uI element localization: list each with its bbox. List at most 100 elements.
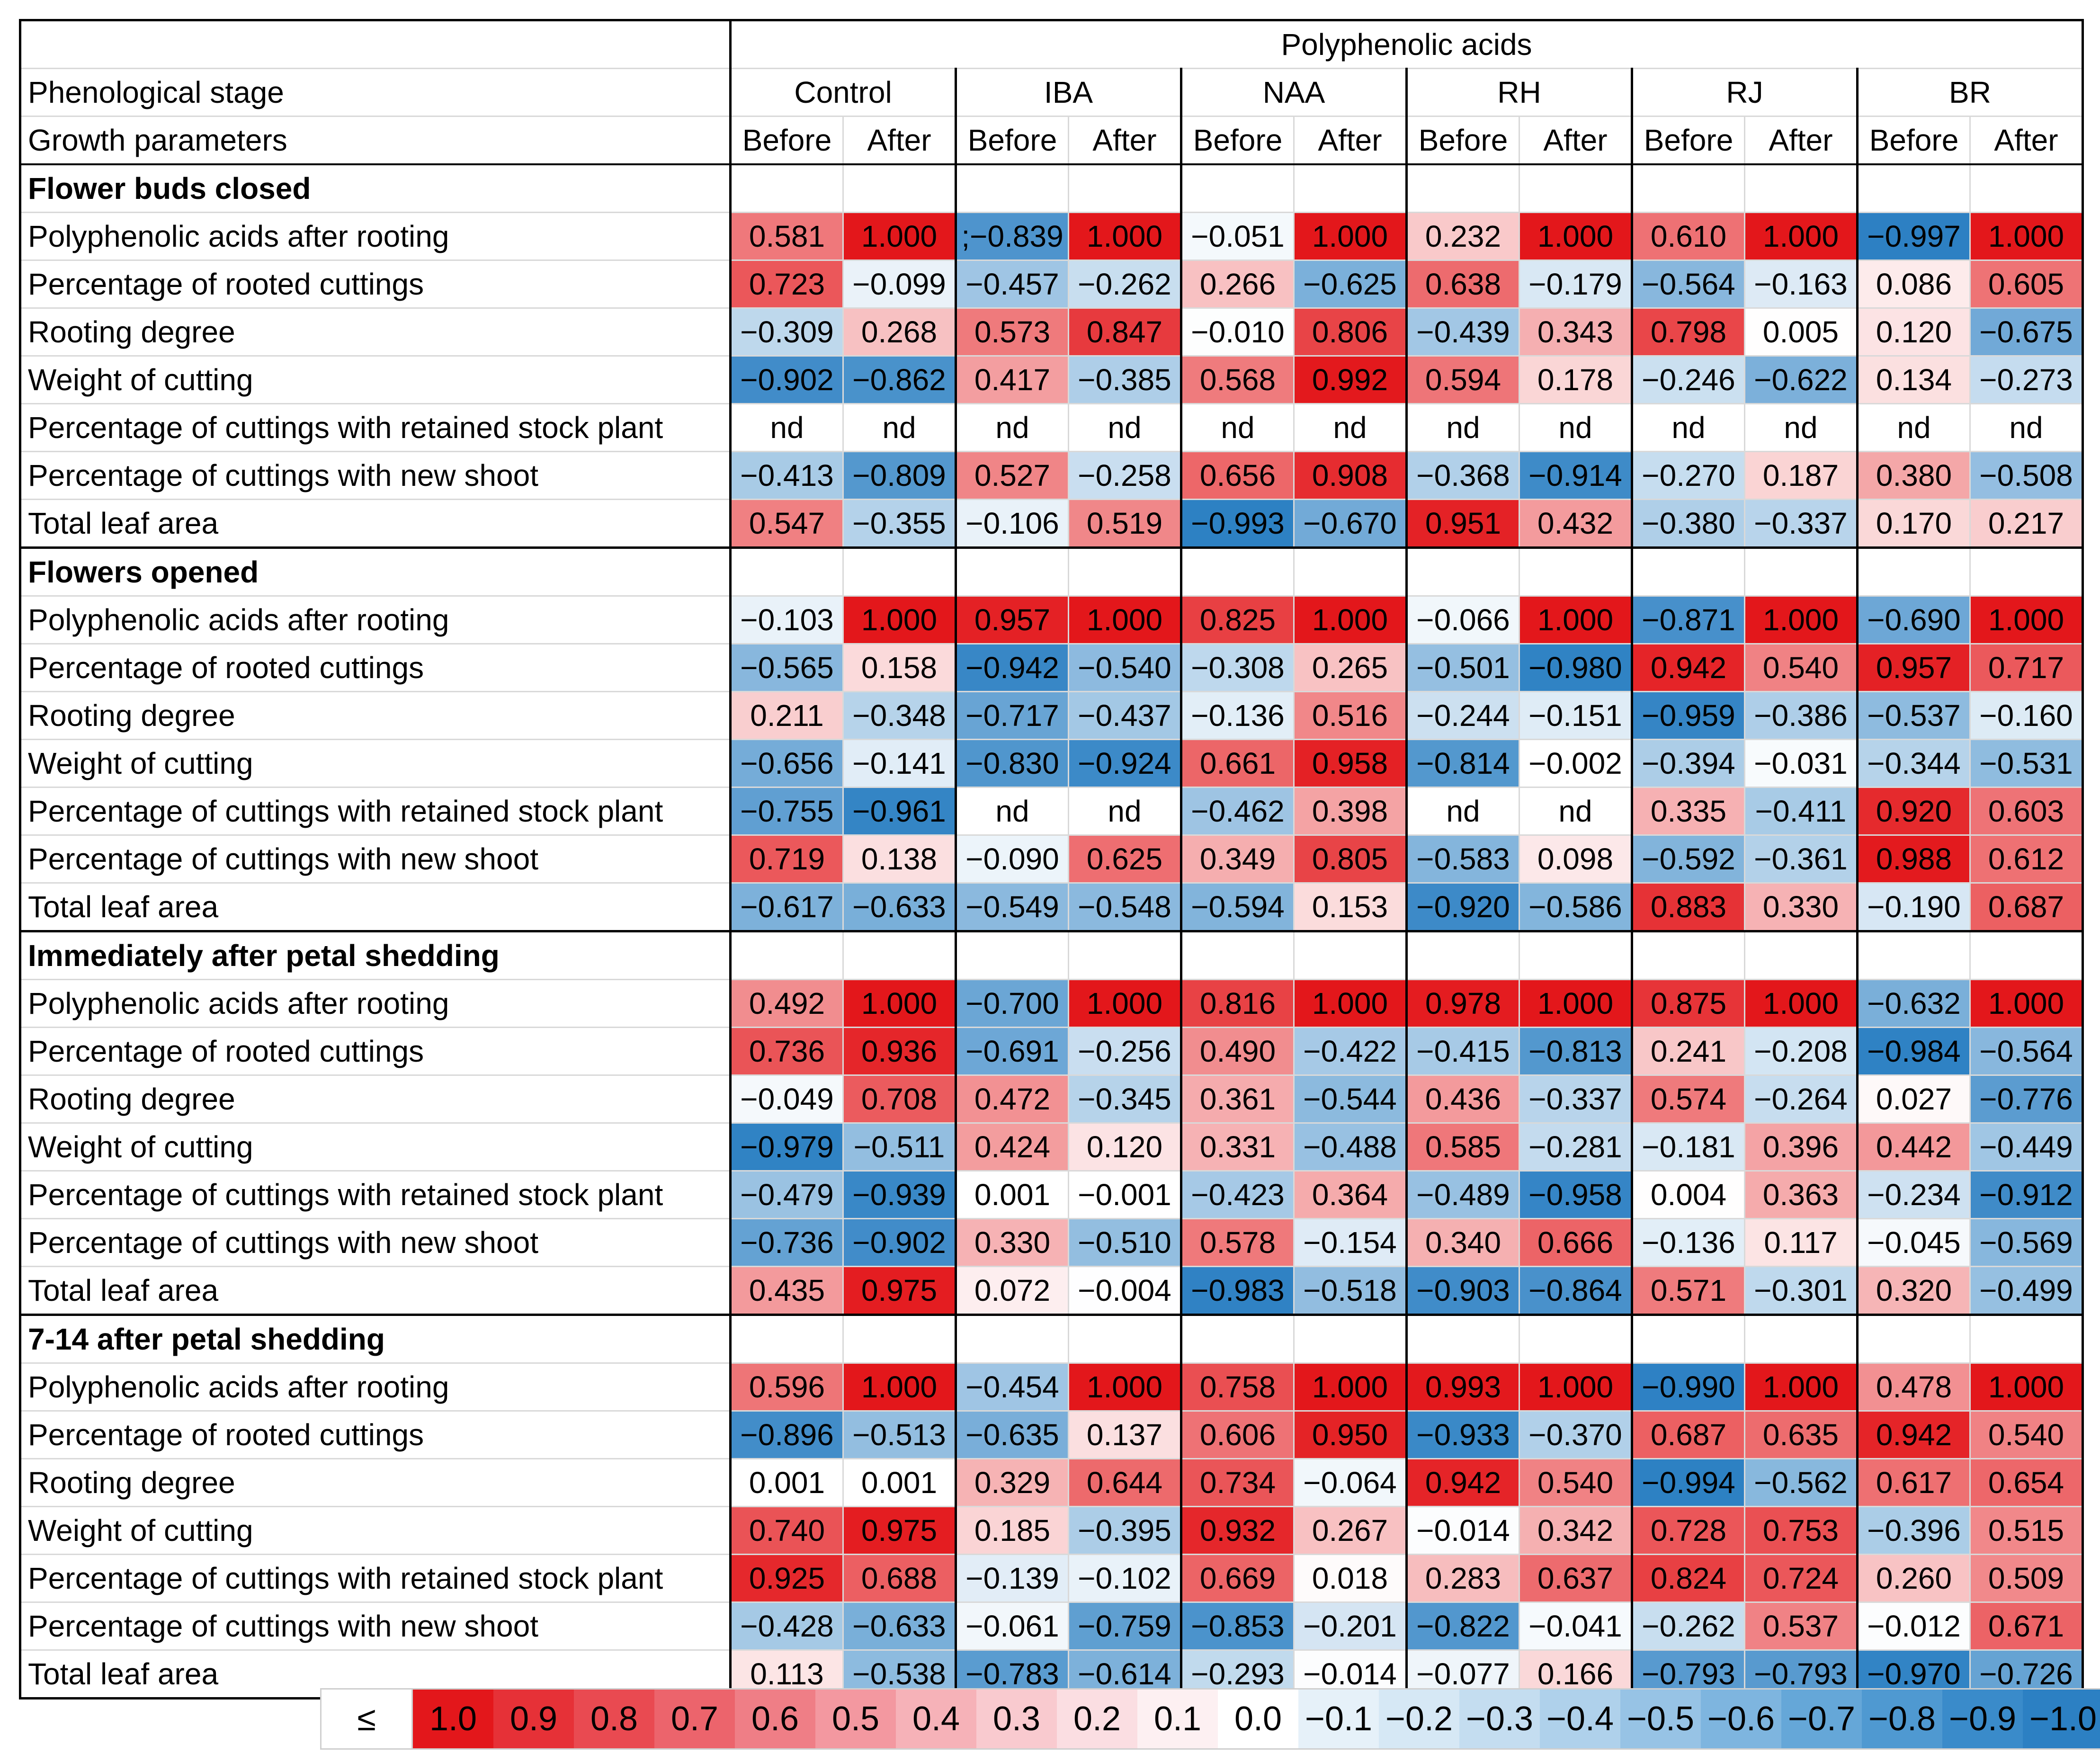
heatmap-cell: −0.337	[1744, 499, 1858, 548]
stage-spacer-cell	[842, 163, 956, 213]
stage-spacer-cell	[1180, 163, 1295, 213]
heatmap-cell: −0.914	[1519, 451, 1633, 500]
heatmap-cell: −0.437	[1068, 691, 1182, 740]
stage-spacer-cell	[1744, 1314, 1858, 1364]
heatmap-cell: −0.548	[1068, 882, 1182, 932]
heatmap-cell: 0.185	[955, 1506, 1069, 1555]
heatmap-cell: −0.565	[729, 643, 844, 692]
heatmap-cell: 0.875	[1631, 979, 1745, 1028]
heatmap-cell: 0.232	[1405, 212, 1520, 261]
heatmap-cell: 1.000	[1744, 979, 1858, 1028]
heatmap-cell: −0.700	[955, 979, 1069, 1028]
heatmap-cell: 0.740	[729, 1506, 844, 1555]
stage-spacer-cell	[1969, 1314, 2083, 1364]
heatmap-cell: 1.000	[1744, 212, 1858, 261]
heatmap-cell: −0.262	[1068, 259, 1182, 309]
heatmap-cell: −0.179	[1519, 259, 1633, 309]
heatmap-cell: −0.208	[1744, 1027, 1858, 1076]
heatmap-cell: 0.908	[1293, 451, 1407, 500]
heatmap-cell: 0.708	[842, 1074, 956, 1124]
heatmap-cell: −0.822	[1405, 1601, 1520, 1651]
heatmap-cell: 0.098	[1519, 834, 1633, 884]
heatmap-cell: −0.633	[842, 882, 956, 932]
parameter-label: Rooting degree	[19, 1458, 731, 1507]
data-row: Percentage of rooted cuttings −0.896 −0.51…	[19, 1410, 2083, 1459]
parameter-label: Polyphenolic acids after rooting	[19, 595, 731, 644]
heatmap-cell: −0.814	[1405, 739, 1520, 788]
heatmap-cell: −0.004	[1068, 1266, 1182, 1315]
corner-blank	[19, 19, 731, 69]
data-row: Percentage of cuttings with new shoot −0.…	[19, 1601, 2083, 1651]
heatmap-cell: 0.217	[1969, 499, 2083, 548]
heatmap-cell: 1.000	[1969, 212, 2083, 261]
heatmap-cell: −0.499	[1969, 1266, 2083, 1315]
heatmap-cell: nd	[955, 403, 1069, 452]
heatmap-cell: −0.395	[1068, 1506, 1182, 1555]
heatmap-cell: −0.449	[1969, 1122, 2083, 1172]
heatmap-cell: 0.957	[955, 595, 1069, 644]
parameter-label: Percentage of rooted cuttings	[19, 1027, 731, 1076]
heatmap-cell: −0.361	[1744, 834, 1858, 884]
heatmap-cell: 0.635	[1744, 1410, 1858, 1459]
parameter-label: Rooting degree	[19, 307, 731, 357]
heatmap-cell: 0.001	[729, 1458, 844, 1507]
heatmap-cell: −0.776	[1969, 1074, 2083, 1124]
heatmap-cell: 0.329	[955, 1458, 1069, 1507]
heatmap-cell: −0.488	[1293, 1122, 1407, 1172]
color-scale-legend: ≤ 1.0 0.9 0.8 0.7 0.6 0.5 0.4 0.3 0.2 0.1 0.0 −0.1−…	[320, 1688, 2100, 1750]
heatmap-cell: 0.816	[1180, 979, 1295, 1028]
stage-row: Immediately after petal shedding	[19, 930, 2083, 980]
heatmap-cell: −0.103	[729, 595, 844, 644]
data-row: Percentage of cuttings with new shoot 0.7…	[19, 834, 2083, 884]
stage-spacer-cell	[1631, 163, 1745, 213]
group-header: NAA	[1180, 68, 1407, 117]
heatmap-cell: 0.758	[1180, 1362, 1295, 1412]
heatmap-cell: −0.933	[1405, 1410, 1520, 1459]
group-header: RJ	[1631, 68, 1858, 117]
heatmap-cell: 0.571	[1631, 1266, 1745, 1315]
heatmap-cell: −0.190	[1856, 882, 1971, 932]
heatmap-cell: 0.001	[842, 1458, 956, 1507]
stage-row: Flower buds closed	[19, 163, 2083, 213]
heatmap-cell: −0.355	[842, 499, 956, 548]
heatmap-cell: −0.994	[1631, 1458, 1745, 1507]
group-header: IBA	[955, 68, 1182, 117]
heatmap-cell: −0.540	[1068, 643, 1182, 692]
legend-swatch: 0.0	[1218, 1690, 1298, 1748]
heatmap-cell: 0.340	[1405, 1218, 1520, 1267]
stage-spacer-cell	[1631, 546, 1745, 597]
heatmap-cell: nd	[1405, 403, 1520, 452]
data-row: Percentage of cuttings with retained sto…	[19, 787, 2083, 836]
stage-spacer-cell	[1969, 163, 2083, 213]
parameter-label: Weight of cutting	[19, 739, 731, 788]
heatmap-cell: 0.364	[1293, 1170, 1407, 1219]
heatmap-cell: 1.000	[1519, 1362, 1633, 1412]
heatmap-cell: 0.925	[729, 1554, 844, 1603]
heatmap-cell: −0.301	[1744, 1266, 1858, 1315]
legend-swatch: −0.4	[1540, 1690, 1620, 1748]
data-row: Total leaf area −0.617 −0.633 −0.549 −0.548−…	[19, 882, 2083, 932]
stage-spacer-cell	[1068, 546, 1182, 597]
heatmap-cell: −0.246	[1631, 355, 1745, 404]
heatmap-cell: 0.540	[1744, 643, 1858, 692]
heatmap-cell: −0.912	[1969, 1170, 2083, 1219]
parameter-label: Weight of cutting	[19, 1122, 731, 1172]
heatmap-cell: −0.583	[1405, 834, 1520, 884]
heatmap-cell: 1.000	[1068, 595, 1182, 644]
heatmap-cell: 0.644	[1068, 1458, 1182, 1507]
heatmap-cell: −0.002	[1519, 739, 1633, 788]
header-row-subcolumns: Growth parameters Before After Before After B…	[19, 116, 2083, 165]
heatmap-cell: 0.936	[842, 1027, 956, 1076]
heatmap-cell: 0.951	[1405, 499, 1520, 548]
heatmap-cell: 1.000	[1969, 1362, 2083, 1412]
stage-spacer-cell	[1068, 163, 1182, 213]
heatmap-cell: nd	[1744, 403, 1858, 452]
heatmap-cell: −0.049	[729, 1074, 844, 1124]
parameter-label: Percentage of cuttings with new shoot	[19, 834, 731, 884]
heatmap-cell: nd	[1519, 787, 1633, 836]
stage-spacer-cell	[1405, 1314, 1520, 1364]
heatmap-cell: −0.564	[1631, 259, 1745, 309]
heatmap-cell: −0.010	[1180, 307, 1295, 357]
heatmap-cell: 0.472	[955, 1074, 1069, 1124]
correlation-table-container: Polyphenolic acids Phenological stage Cont…	[19, 19, 2084, 1699]
